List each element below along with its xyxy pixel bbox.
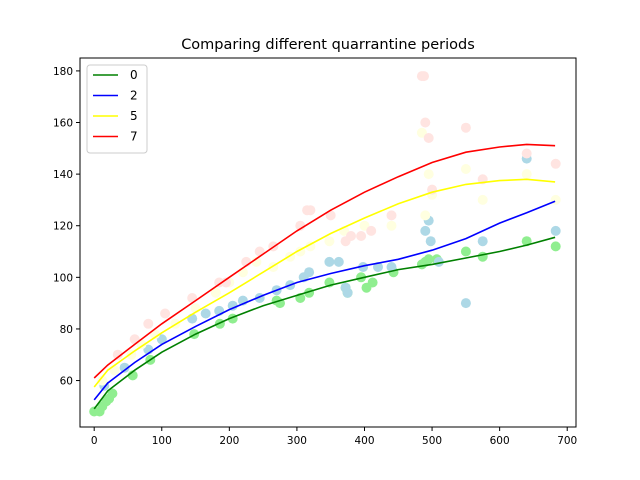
data-point-series-1 xyxy=(550,225,561,236)
data-point-series-1 xyxy=(425,236,436,247)
y-tick-label: 160 xyxy=(53,118,73,130)
x-tick-label: 400 xyxy=(354,435,374,447)
data-point-series-3 xyxy=(550,158,561,169)
series-line-2 xyxy=(93,178,556,388)
series-lines xyxy=(93,143,556,410)
data-point-series-3 xyxy=(129,334,140,345)
data-point-series-1 xyxy=(227,300,238,311)
legend-label-2: 5 xyxy=(130,109,138,123)
data-point-series-2 xyxy=(251,256,262,267)
y-tick-label: 140 xyxy=(53,169,73,181)
series-line-0 xyxy=(93,236,556,410)
data-point-series-2 xyxy=(460,164,471,174)
data-point-series-1 xyxy=(333,256,344,267)
data-point-series-0 xyxy=(367,277,378,288)
data-point-series-3 xyxy=(460,122,471,133)
data-point-series-3 xyxy=(356,231,367,241)
legend-label-3: 7 xyxy=(130,130,138,144)
legend-label-1: 2 xyxy=(130,89,138,103)
series-line-1 xyxy=(93,200,556,401)
data-point-series-2 xyxy=(420,210,431,221)
data-point-series-3 xyxy=(160,308,171,319)
data-point-series-1 xyxy=(460,298,471,309)
data-point-series-3 xyxy=(112,349,123,360)
data-point-series-3 xyxy=(386,210,397,221)
data-point-series-3 xyxy=(143,318,154,329)
data-point-series-2 xyxy=(550,194,561,205)
data-point-series-2 xyxy=(324,236,335,247)
data-point-series-3 xyxy=(305,205,316,216)
data-point-series-1 xyxy=(386,262,397,272)
data-point-series-3 xyxy=(325,210,336,221)
data-point-series-2 xyxy=(521,169,532,180)
data-point-series-0 xyxy=(477,251,488,262)
x-tick-label: 0 xyxy=(91,435,98,447)
data-point-series-3 xyxy=(221,277,231,288)
data-point-series-2 xyxy=(97,375,108,386)
data-point-series-3 xyxy=(419,71,429,82)
y-tick-label: 100 xyxy=(53,272,73,284)
data-point-series-2 xyxy=(109,365,120,376)
y-tick-label: 60 xyxy=(60,376,73,388)
data-point-series-1 xyxy=(200,308,211,319)
data-point-series-1 xyxy=(358,262,369,272)
data-point-series-0 xyxy=(107,388,118,399)
legend-label-0: 0 xyxy=(130,68,138,82)
data-point-series-2 xyxy=(210,287,221,298)
data-point-series-1 xyxy=(304,267,315,278)
series-line-3 xyxy=(93,143,556,379)
data-point-series-3 xyxy=(420,117,431,128)
x-tick-label: 600 xyxy=(490,435,510,447)
chart-title: Comparing different quarrantine periods xyxy=(181,37,475,53)
x-tick-label: 200 xyxy=(219,435,239,447)
data-point-series-3 xyxy=(423,133,434,143)
data-point-series-1 xyxy=(477,236,488,247)
data-point-series-0 xyxy=(423,254,434,265)
data-point-series-1 xyxy=(342,287,353,298)
x-tick-label: 700 xyxy=(557,435,577,447)
y-tick-label: 80 xyxy=(60,324,73,336)
y-tick-label: 120 xyxy=(53,221,73,233)
data-point-series-2 xyxy=(416,127,427,138)
data-point-series-1 xyxy=(324,256,335,267)
x-tick-label: 100 xyxy=(152,435,172,447)
data-point-series-2 xyxy=(305,241,316,252)
data-point-series-2 xyxy=(423,169,434,180)
data-point-series-1 xyxy=(119,362,130,373)
data-point-series-1 xyxy=(373,262,383,272)
legend-items: 0 2 5 7 xyxy=(93,68,138,144)
plot-frame xyxy=(79,57,577,428)
data-point-series-3 xyxy=(366,225,377,236)
y-axis: 60 80 100 120 140 160 180 xyxy=(53,66,80,388)
data-point-series-1 xyxy=(156,334,167,345)
data-point-series-0 xyxy=(460,246,471,257)
data-point-series-1 xyxy=(420,225,431,236)
x-axis: 0 100 200 300 400 500 600 700 xyxy=(91,427,577,447)
x-tick-label: 300 xyxy=(287,435,307,447)
data-point-series-2 xyxy=(477,194,488,205)
x-tick-label: 500 xyxy=(422,435,442,447)
data-point-series-2 xyxy=(386,220,397,231)
data-point-series-0 xyxy=(550,241,561,252)
data-point-series-3 xyxy=(521,148,532,159)
data-point-series-3 xyxy=(346,231,356,241)
y-tick-label: 180 xyxy=(53,66,73,78)
legend-box xyxy=(86,64,148,154)
legend: 0 2 5 7 xyxy=(86,64,148,154)
